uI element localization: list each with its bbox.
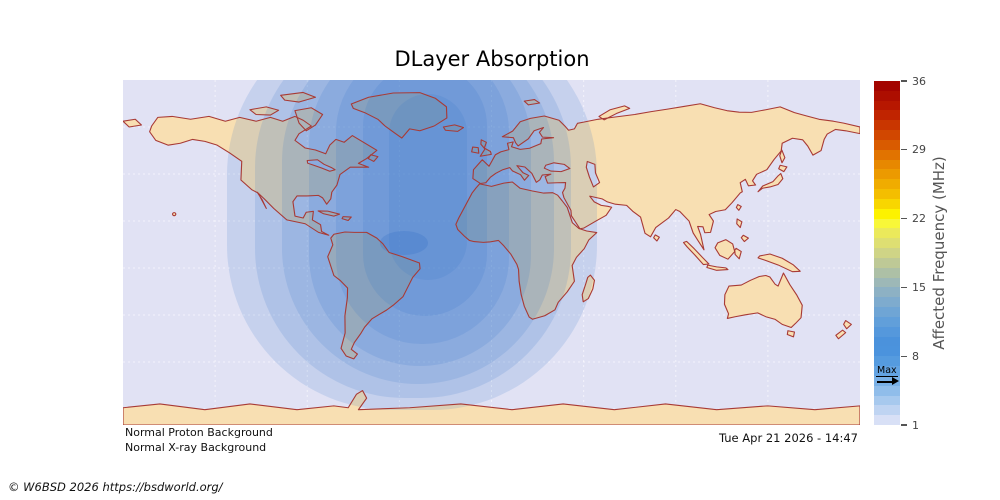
- colorbar-segment: [874, 169, 900, 180]
- colorbar-segment: [874, 375, 900, 386]
- colorbar-segment: [874, 100, 900, 111]
- colorbar-segment: [874, 257, 900, 268]
- colorbar-segment: [874, 228, 900, 239]
- timestamp: Tue Apr 21 2026 - 14:47: [718, 431, 858, 445]
- page-title: DLayer Absorption: [394, 47, 590, 71]
- colorbar-segment: [874, 385, 900, 396]
- colorbar-segment: [874, 395, 900, 406]
- world-map: [123, 80, 860, 425]
- absorption-bands: [227, 80, 597, 410]
- colorbar-axis-label: Affected Frequency (MHz): [930, 156, 948, 350]
- colorbar-segment: [874, 415, 900, 425]
- colorbar-tick-mark: [901, 355, 907, 357]
- colorbar-segment: [874, 81, 900, 91]
- colorbar-segment: [874, 336, 900, 347]
- max-frequency-marker: Max: [875, 358, 901, 387]
- colorbar-segment: [874, 159, 900, 170]
- colorbar-segment: [874, 366, 900, 376]
- colorbar-segment: [874, 218, 900, 229]
- colorbar-tick-mark: [901, 286, 907, 289]
- copyright: © W6BSD 2026 https://bsdworld.org/: [8, 480, 223, 494]
- colorbar-tick-label: 29: [912, 143, 926, 157]
- colorbar-segment: [874, 405, 900, 416]
- colorbar-segment: [874, 356, 900, 367]
- colorbar-segment: [874, 139, 900, 150]
- colorbar-segment: [874, 208, 900, 219]
- colorbar-tick-label: 8: [912, 349, 919, 363]
- colorbar-segment: [874, 90, 900, 101]
- colorbar-tick-mark: [901, 424, 907, 426]
- colorbar-segment: [874, 110, 900, 121]
- colorbar-segment: [874, 267, 900, 278]
- absorption-max-core: [380, 231, 428, 255]
- colorbar: [874, 81, 900, 425]
- max-marker-label: Max: [876, 364, 898, 377]
- colorbar-tick-label: 22: [912, 212, 926, 226]
- colorbar-tick-mark: [901, 80, 907, 82]
- colorbar-segment: [874, 307, 900, 317]
- proton-status: Normal Proton Background: [125, 426, 273, 439]
- colorbar-segment: [874, 130, 900, 140]
- colorbar-segment: [874, 277, 900, 288]
- colorbar-segment: [874, 248, 900, 258]
- colorbar-segment: [874, 287, 900, 298]
- colorbar-tick-mark: [901, 217, 907, 220]
- colorbar-tick-label: 36: [912, 74, 926, 88]
- colorbar-segment: [874, 238, 900, 249]
- xray-status: Normal X-ray Background: [125, 441, 267, 454]
- colorbar-segment: [874, 149, 900, 160]
- colorbar-tick-mark: [901, 149, 907, 151]
- colorbar-segment: [874, 297, 900, 308]
- colorbar-segment: [874, 189, 900, 199]
- max-marker-arrow-icon: [875, 376, 901, 387]
- colorbar-segment: [874, 179, 900, 190]
- colorbar-segment: [874, 346, 900, 357]
- colorbar-segment: [874, 198, 900, 209]
- world-map-container: [123, 80, 860, 425]
- colorbar-tick-label: 1: [912, 418, 919, 432]
- colorbar-segment: [874, 120, 900, 131]
- colorbar-tick-label: 15: [912, 280, 926, 294]
- colorbar-segment: [874, 326, 900, 337]
- colorbar-segment: [874, 316, 900, 327]
